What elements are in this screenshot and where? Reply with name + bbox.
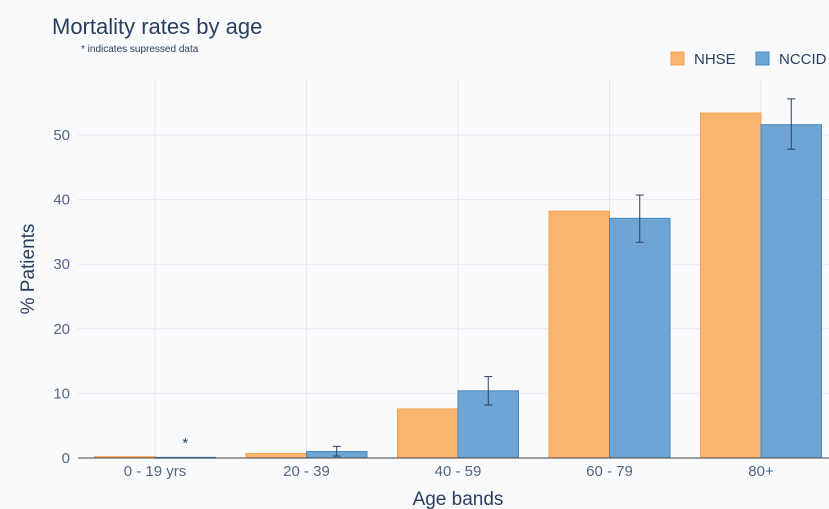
y-tick-label: 30 (53, 256, 70, 273)
legend[interactable]: NHSE NCCID (671, 51, 827, 68)
legend-item-nccid[interactable]: NCCID (756, 51, 827, 68)
bar-nhse-2[interactable] (398, 409, 459, 458)
x-tick-label: 80+ (748, 463, 774, 480)
legend-label: NCCID (779, 51, 827, 68)
x-axis-title: Age bands (413, 489, 504, 509)
legend-swatch (756, 52, 769, 65)
y-tick-label: 40 (53, 192, 70, 209)
bar-nhse-3[interactable] (549, 211, 610, 458)
x-tick-label: 60 - 79 (586, 463, 633, 480)
legend-swatch (671, 52, 684, 65)
bar-nhse-4[interactable] (701, 113, 762, 458)
bar-nccid-3[interactable] (610, 218, 671, 458)
bar-nccid-4[interactable] (761, 125, 822, 458)
y-axis-title: % Patients (18, 224, 39, 315)
y-tick-label: 20 (53, 321, 70, 338)
y-tick-label: 50 (53, 127, 70, 144)
legend-item-nhse[interactable]: NHSE (671, 51, 736, 68)
legend-label: NHSE (694, 51, 736, 68)
x-tick-label: 40 - 59 (435, 463, 482, 480)
y-tick-label: 10 (53, 385, 70, 402)
suppressed-annotation: * (182, 435, 188, 452)
bar-nhse-1[interactable] (246, 453, 307, 458)
x-tick-label: 0 - 19 yrs (124, 463, 187, 480)
x-tick-label: 20 - 39 (283, 463, 330, 480)
y-tick-label: 0 (62, 450, 70, 467)
